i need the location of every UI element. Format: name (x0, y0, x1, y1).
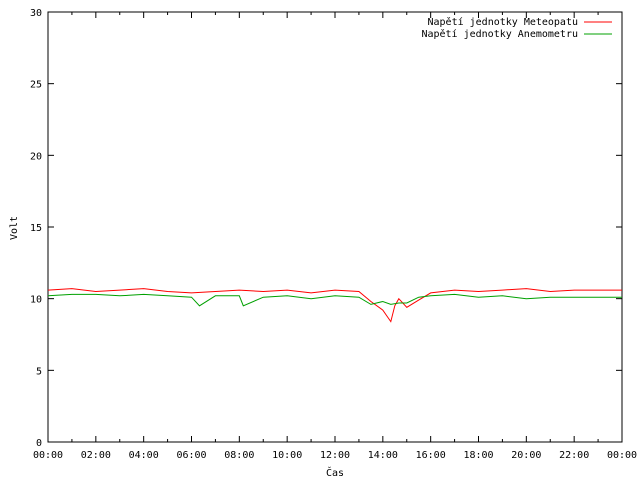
plot-frame (47, 11, 623, 443)
series-layer (47, 288, 622, 323)
plot-axes: 0 5 10 15 20 25 30 00:00 02:00 04:00 06:00 08:00 10:… (30, 8, 637, 461)
x-tick-label: 22:00 (559, 450, 589, 461)
x-tick-label: 10:00 (272, 450, 302, 461)
legend-label-1: Napětí jednotky Anemometru (421, 28, 578, 40)
series-line-0 (47, 288, 622, 323)
x-tick-label: 14:00 (368, 450, 398, 461)
y-tick-label: 5 (36, 366, 42, 377)
x-tick-label: 12:00 (320, 450, 350, 461)
y-tick-label: 0 (36, 438, 42, 449)
x-tick-label: 08:00 (224, 450, 254, 461)
series-line-1 (47, 293, 622, 307)
x-tick-label: 06:00 (176, 450, 206, 461)
x-tick-label: 00:00 (33, 450, 63, 461)
x-tick-label: 04:00 (129, 450, 159, 461)
y-axis-label: Volt (9, 216, 20, 240)
y-tick-label: 30 (30, 8, 42, 19)
x-tick-label: 18:00 (463, 450, 493, 461)
x-tick-label: 00:00 (607, 450, 637, 461)
x-tick-label: 20:00 (511, 450, 541, 461)
y-tick-label: 25 (30, 80, 42, 91)
y-tick-label: 10 (30, 295, 42, 306)
y-tick-label: 20 (30, 151, 42, 162)
y-tick-label: 15 (30, 223, 42, 234)
x-tick-label: 02:00 (81, 450, 111, 461)
legend-label-0: Napětí jednotky Meteopatu (427, 16, 578, 28)
x-tick-label: 16:00 (416, 450, 446, 461)
x-axis-label: Čas (326, 466, 344, 479)
